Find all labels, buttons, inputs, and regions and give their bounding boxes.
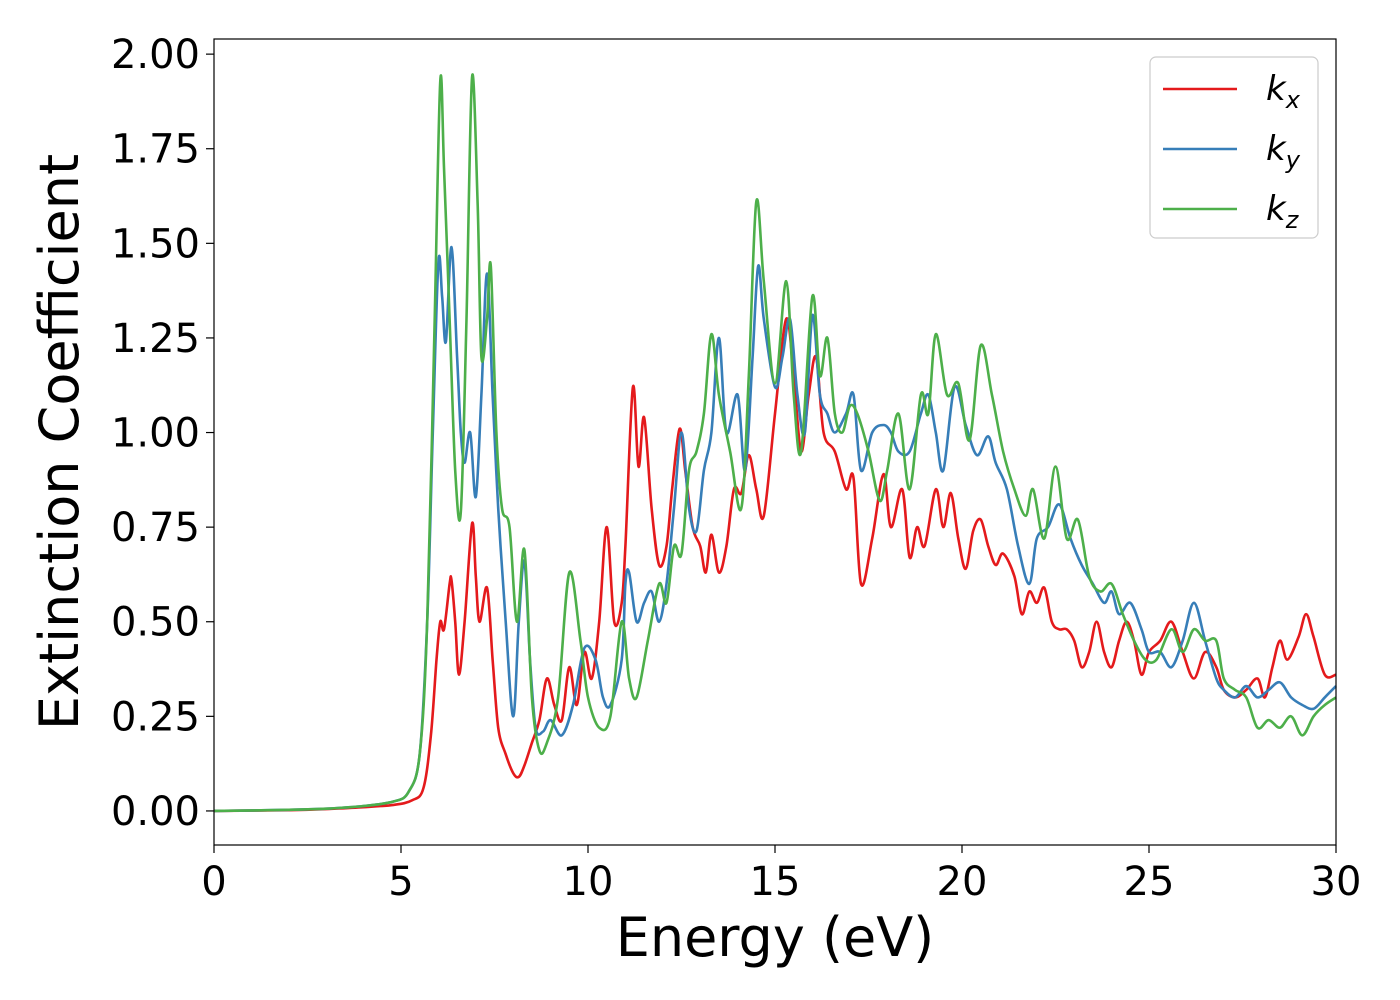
y-tick-label: 0.00 bbox=[111, 789, 200, 835]
legend-label-subscript: z bbox=[1285, 206, 1300, 234]
y-tick-label: 0.25 bbox=[111, 694, 200, 740]
series-line-kx bbox=[213, 317, 1337, 813]
y-axis-ticks: 0.00 0.25 0.50 0.75 1.00 1.25 1.50 1.75 2.00 bbox=[111, 32, 214, 835]
legend-label-kx: kx bbox=[1266, 69, 1301, 114]
legend-label-subscript: y bbox=[1285, 146, 1301, 174]
legend-label-kz: kz bbox=[1266, 189, 1300, 234]
legend-label-subscript: x bbox=[1285, 86, 1301, 114]
y-tick-label: 1.50 bbox=[111, 221, 200, 267]
y-tick-label: 1.75 bbox=[111, 127, 200, 173]
series-line-ky bbox=[213, 245, 1337, 813]
x-tick-label: 0 bbox=[201, 859, 226, 905]
x-tick-label: 20 bbox=[937, 859, 988, 905]
y-tick-label: 1.00 bbox=[111, 411, 200, 457]
legend-label-main: k bbox=[1266, 129, 1287, 169]
series-layer bbox=[213, 73, 1337, 813]
x-tick-label: 10 bbox=[563, 859, 614, 905]
x-axis-title: Energy (eV) bbox=[616, 906, 935, 969]
legend-label-main: k bbox=[1266, 189, 1287, 229]
y-tick-label: 0.50 bbox=[111, 600, 200, 646]
x-tick-label: 5 bbox=[388, 859, 413, 905]
legend-box bbox=[1149, 56, 1319, 239]
x-tick-label: 30 bbox=[1311, 859, 1362, 905]
x-tick-label: 25 bbox=[1124, 859, 1175, 905]
y-tick-label: 0.75 bbox=[111, 505, 200, 551]
y-tick-label: 2.00 bbox=[111, 32, 200, 78]
x-axis-ticks: 0 5 10 15 20 25 30 bbox=[201, 845, 1361, 905]
legend-label-ky: ky bbox=[1266, 129, 1301, 174]
legend-label-main: k bbox=[1266, 69, 1287, 109]
x-tick-label: 15 bbox=[750, 859, 801, 905]
series-line-kz bbox=[213, 73, 1337, 813]
y-axis-title: Extinction Coefficient bbox=[28, 154, 91, 730]
y-tick-label: 1.25 bbox=[111, 316, 200, 362]
